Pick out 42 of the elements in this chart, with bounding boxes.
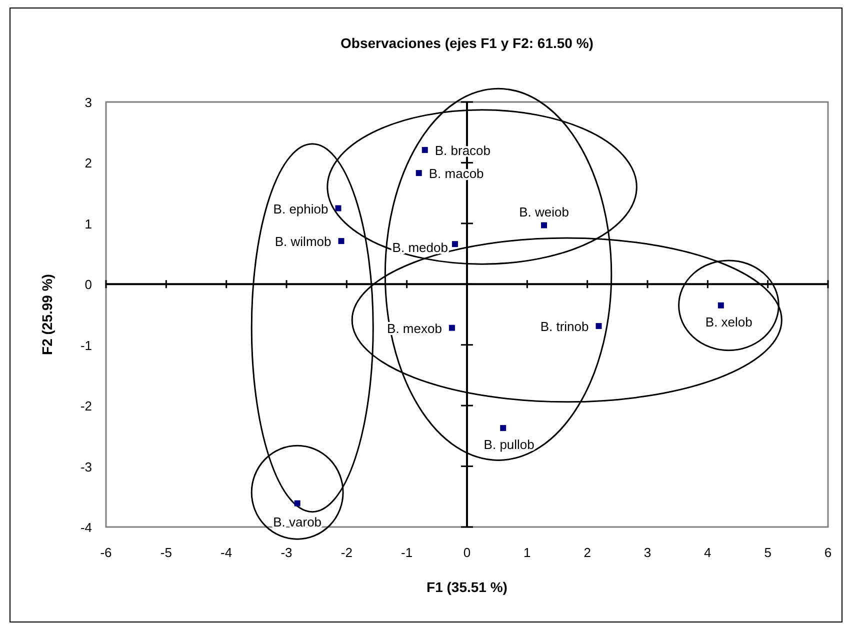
y-tick-label: -4 — [80, 520, 92, 535]
x-tick-label: -4 — [220, 545, 232, 560]
point — [596, 323, 602, 330]
annotation: B. trinob — [540, 319, 589, 334]
point — [422, 146, 428, 153]
point — [335, 205, 342, 212]
x-tick-label: -2 — [340, 545, 352, 560]
x-tick-label: 4 — [704, 545, 712, 560]
annotation: B. pullob — [484, 437, 534, 452]
chart-title: Observaciones (ejes F1 y F2: 61.50 %) — [340, 35, 594, 51]
x-tick-label: -5 — [160, 545, 172, 560]
point — [452, 241, 458, 248]
point — [416, 170, 422, 176]
y-tick-label: 2 — [84, 156, 92, 171]
y-tick-label: -3 — [80, 459, 92, 474]
x-tick-label: 2 — [584, 545, 591, 560]
annotation: B. xelob — [705, 314, 752, 330]
y-tick-label: -2 — [80, 398, 92, 414]
point — [338, 238, 344, 244]
y-tick-label: -1 — [80, 338, 92, 353]
x-axis-title: F1 (35.51 %) — [426, 579, 508, 595]
annotation: B. varob — [273, 514, 322, 530]
point — [448, 324, 455, 331]
point — [541, 222, 548, 228]
point — [718, 302, 724, 308]
x-tick-label: -6 — [100, 545, 112, 560]
x-tick-label: 1 — [524, 545, 531, 560]
y-tick-label: 0 — [84, 277, 92, 292]
y-tick-label: 1 — [84, 216, 92, 232]
x-tick-label: 0 — [463, 545, 471, 560]
x-tick-label: -3 — [280, 545, 292, 560]
y-tick-label: 3 — [84, 95, 92, 110]
point — [500, 425, 506, 432]
x-tick-label: 6 — [824, 545, 832, 560]
annotation: B. ephiob — [273, 201, 328, 216]
y-axis-title: F2 (25.99 %) — [39, 274, 55, 355]
x-tick-label: 3 — [644, 545, 652, 560]
annotation: B. wilmob — [274, 234, 332, 250]
x-tick-label: -1 — [401, 545, 413, 560]
point — [294, 500, 300, 506]
x-tick-label: 5 — [764, 545, 772, 560]
annotation: B. weiob — [519, 204, 569, 220]
